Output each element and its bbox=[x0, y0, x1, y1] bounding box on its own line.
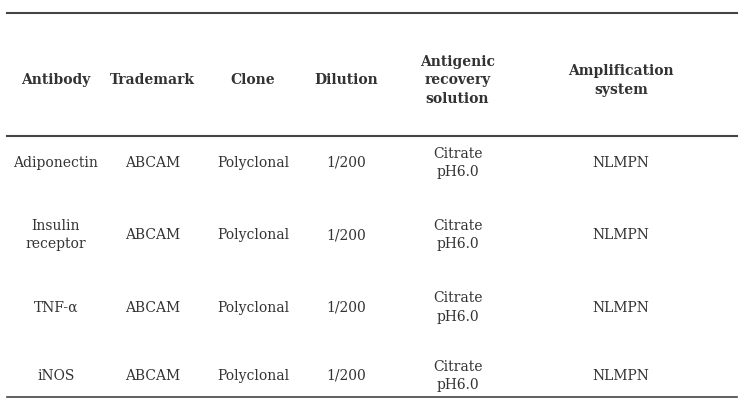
Text: 1/200: 1/200 bbox=[326, 300, 366, 314]
Text: Polyclonal: Polyclonal bbox=[217, 300, 289, 314]
Text: Citrate
pH6.0: Citrate pH6.0 bbox=[433, 291, 482, 323]
Text: NLMPN: NLMPN bbox=[593, 368, 650, 382]
Text: Citrate
pH6.0: Citrate pH6.0 bbox=[433, 359, 482, 391]
Text: iNOS: iNOS bbox=[37, 368, 74, 382]
Text: Clone: Clone bbox=[231, 73, 275, 87]
Text: Adiponectin: Adiponectin bbox=[13, 156, 98, 169]
Text: 1/200: 1/200 bbox=[326, 368, 366, 382]
Text: Dilution: Dilution bbox=[314, 73, 378, 87]
Text: NLMPN: NLMPN bbox=[593, 300, 650, 314]
Text: TNF-α: TNF-α bbox=[33, 300, 78, 314]
Text: Polyclonal: Polyclonal bbox=[217, 368, 289, 382]
Text: Citrate
pH6.0: Citrate pH6.0 bbox=[433, 146, 482, 178]
Text: NLMPN: NLMPN bbox=[593, 228, 650, 241]
Text: Amplification
system: Amplification system bbox=[568, 64, 674, 96]
Text: Antigenic
recovery
solution: Antigenic recovery solution bbox=[420, 55, 495, 105]
Text: Polyclonal: Polyclonal bbox=[217, 156, 289, 169]
Text: ABCAM: ABCAM bbox=[125, 228, 180, 241]
Text: Insulin
receptor: Insulin receptor bbox=[25, 219, 86, 251]
Text: 1/200: 1/200 bbox=[326, 228, 366, 241]
Text: Polyclonal: Polyclonal bbox=[217, 228, 289, 241]
Text: ABCAM: ABCAM bbox=[125, 368, 180, 382]
Text: Antibody: Antibody bbox=[21, 73, 91, 87]
Text: ABCAM: ABCAM bbox=[125, 156, 180, 169]
Text: NLMPN: NLMPN bbox=[593, 156, 650, 169]
Text: Citrate
pH6.0: Citrate pH6.0 bbox=[433, 219, 482, 251]
Text: Trademark: Trademark bbox=[110, 73, 195, 87]
Text: ABCAM: ABCAM bbox=[125, 300, 180, 314]
Text: 1/200: 1/200 bbox=[326, 156, 366, 169]
